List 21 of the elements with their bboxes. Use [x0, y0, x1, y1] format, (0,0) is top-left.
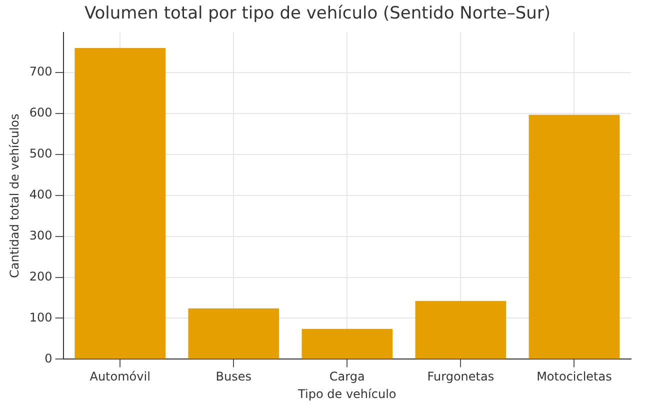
x-tick-label: Motocicletas	[536, 370, 612, 384]
y-tick-label: 100	[29, 310, 52, 324]
y-tick-label: 200	[29, 269, 52, 284]
bar	[415, 301, 506, 359]
bar	[74, 48, 166, 359]
y-tick-label: 500	[29, 146, 52, 161]
x-tick-label: Buses	[216, 370, 252, 384]
x-axis-title: Tipo de vehículo	[297, 386, 396, 401]
bar	[188, 308, 280, 359]
x-tick-label: Furgonetas	[427, 370, 494, 384]
chart-title: Volumen total por tipo de vehículo (Sentido Norte–Sur)	[84, 4, 551, 24]
y-tick-label: 0	[44, 351, 52, 366]
bar	[302, 328, 393, 359]
bar	[528, 114, 620, 359]
y-tick-label: 400	[29, 188, 52, 202]
y-tick-label: 300	[29, 228, 52, 242]
y-axis-title: Cantidad total de vehículos	[7, 114, 22, 278]
y-tick-label: 700	[29, 64, 52, 79]
x-tick-label: Carga	[329, 370, 365, 384]
x-tick-label: Automóvil	[90, 370, 150, 384]
y-tick-label: 600	[29, 106, 52, 120]
